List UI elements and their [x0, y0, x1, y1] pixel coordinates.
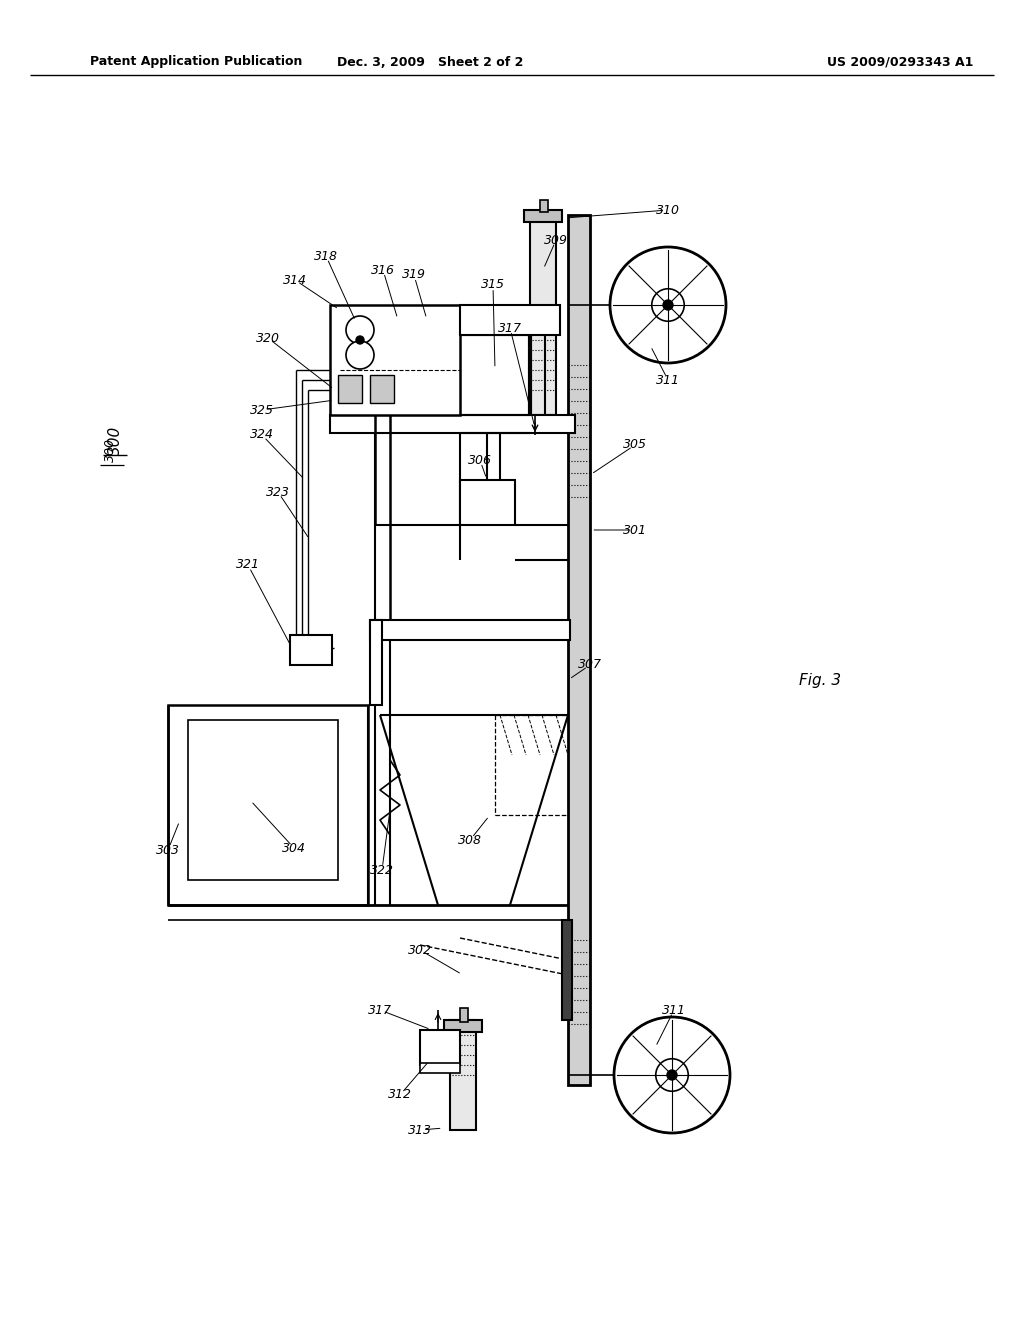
Text: 321: 321	[236, 558, 260, 572]
Text: 300: 300	[108, 425, 123, 454]
Circle shape	[667, 1071, 677, 1080]
Bar	[460, 480, 515, 525]
Bar	[338, 375, 362, 403]
Bar	[420, 1030, 460, 1065]
Text: 311: 311	[662, 1003, 686, 1016]
Text: 308: 308	[458, 833, 482, 846]
Text: US 2009/0293343 A1: US 2009/0293343 A1	[826, 55, 973, 69]
Circle shape	[346, 341, 374, 370]
Bar	[460, 305, 560, 335]
Bar	[188, 719, 338, 880]
Bar	[330, 305, 460, 414]
Text: 319: 319	[402, 268, 426, 281]
Text: 307: 307	[578, 659, 602, 672]
Circle shape	[346, 315, 374, 345]
Text: 316: 316	[371, 264, 395, 276]
Text: 310: 310	[656, 203, 680, 216]
Text: 302: 302	[408, 944, 432, 957]
Circle shape	[356, 337, 364, 345]
Bar	[540, 201, 548, 213]
Bar	[290, 635, 332, 665]
Bar	[524, 210, 562, 222]
Circle shape	[655, 1059, 688, 1092]
Circle shape	[614, 1016, 730, 1133]
Text: 300: 300	[103, 438, 117, 462]
Text: 313: 313	[408, 1123, 432, 1137]
Text: 311: 311	[656, 374, 680, 387]
Text: 325: 325	[250, 404, 274, 417]
Circle shape	[651, 289, 684, 321]
Bar	[330, 414, 575, 433]
Bar	[420, 1063, 460, 1073]
Bar	[444, 1020, 482, 1032]
Text: 322: 322	[370, 863, 394, 876]
Text: 309: 309	[544, 234, 568, 247]
Bar	[450, 1020, 476, 1130]
Text: 306: 306	[468, 454, 492, 466]
Circle shape	[663, 300, 673, 310]
Text: 323: 323	[266, 486, 290, 499]
Text: Fig. 3: Fig. 3	[799, 672, 841, 688]
Text: 324: 324	[250, 429, 274, 441]
Text: 314: 314	[283, 273, 307, 286]
Bar	[530, 215, 556, 414]
Bar	[562, 920, 572, 1020]
Bar	[370, 375, 394, 403]
Text: Dec. 3, 2009   Sheet 2 of 2: Dec. 3, 2009 Sheet 2 of 2	[337, 55, 523, 69]
Text: 317: 317	[368, 1003, 392, 1016]
Bar	[370, 620, 570, 640]
Text: 315: 315	[481, 279, 505, 292]
Bar	[168, 705, 368, 906]
Bar	[568, 215, 590, 1085]
Text: 318: 318	[314, 249, 338, 263]
Text: 304: 304	[282, 842, 306, 854]
Text: 303: 303	[156, 843, 180, 857]
Text: 301: 301	[623, 524, 647, 536]
Bar	[460, 1008, 468, 1022]
Text: 312: 312	[388, 1089, 412, 1101]
Bar	[370, 620, 382, 705]
Text: 320: 320	[256, 331, 280, 345]
Text: 305: 305	[623, 438, 647, 451]
Circle shape	[610, 247, 726, 363]
Text: Patent Application Publication: Patent Application Publication	[90, 55, 302, 69]
Text: 317: 317	[498, 322, 522, 334]
